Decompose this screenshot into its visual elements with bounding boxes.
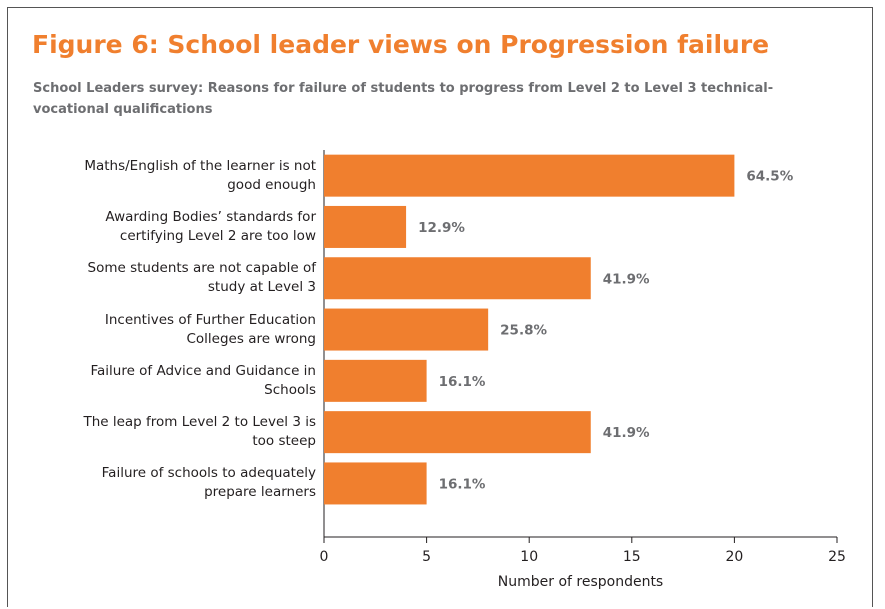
chart-title: Figure 6: School leader views on Progres… bbox=[32, 30, 770, 59]
x-tick-label: 10 bbox=[520, 549, 538, 565]
data-label: 41.9% bbox=[603, 271, 650, 287]
data-label: 12.9% bbox=[418, 220, 465, 236]
data-label: 64.5% bbox=[746, 169, 793, 185]
y-tick-label: Failure of Advice and Guidance in School… bbox=[90, 362, 316, 398]
x-tick-label: 15 bbox=[623, 549, 641, 565]
data-label: 41.9% bbox=[603, 425, 650, 441]
frame bbox=[7, 7, 873, 607]
bar bbox=[324, 205, 407, 248]
bar bbox=[324, 359, 427, 402]
bar bbox=[324, 154, 735, 197]
y-tick-label: Awarding Bodies’ standards for certifyin… bbox=[105, 208, 316, 244]
data-label: 16.1% bbox=[439, 374, 486, 390]
bar bbox=[324, 411, 591, 454]
data-label: 16.1% bbox=[439, 476, 486, 492]
y-tick-label: Failure of schools to adequately prepare… bbox=[101, 465, 316, 501]
chart-subtitle: School Leaders survey: Reasons for failu… bbox=[33, 81, 774, 117]
y-tick-label: Some students are not capable of study a… bbox=[87, 260, 317, 296]
x-tick-label: 20 bbox=[725, 549, 743, 565]
x-tick-label: 0 bbox=[320, 549, 329, 565]
data-label: 25.8% bbox=[500, 323, 547, 339]
y-tick-label: Incentives of Further Education Colleges… bbox=[104, 311, 316, 347]
y-tick-label: The leap from Level 2 to Level 3 is too … bbox=[83, 414, 316, 450]
x-axis-label: Number of respondents bbox=[498, 574, 663, 590]
bar bbox=[324, 462, 427, 505]
bar bbox=[324, 257, 591, 300]
bar bbox=[324, 308, 489, 351]
x-tick-label: 25 bbox=[828, 549, 846, 565]
y-tick-label: Maths/English of the learner is not good… bbox=[84, 157, 316, 193]
x-tick-label: 5 bbox=[422, 549, 431, 565]
